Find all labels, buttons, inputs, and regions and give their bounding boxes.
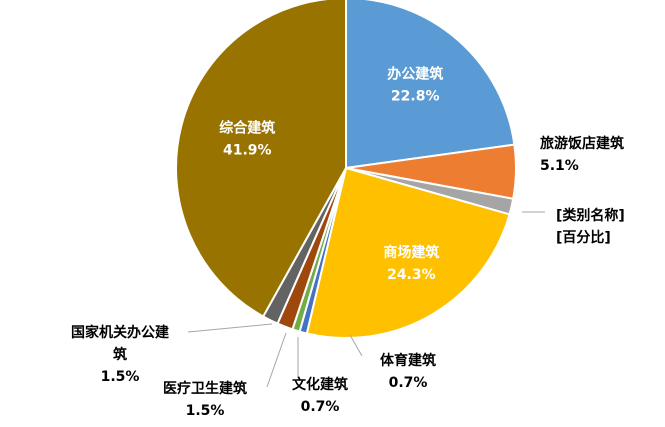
slice-label-3: 商场建筑 24.3% [383,244,439,283]
slice-percent-8: 41.9% [223,142,272,158]
slice-name-6: 医疗卫生建筑 [163,380,247,397]
slice-name-2: [类别名称] [556,207,625,224]
slice-label-5: 文化建筑 0.7% [292,337,348,415]
leader-line-4 [349,334,363,357]
slice-percent-0: 22.8% [391,89,440,105]
slice-percent-6: 1.5% [186,403,225,419]
pie-slice-0 [345,0,516,170]
slice-percent-7: 1.5% [101,369,140,385]
slice-label-8: 综合建筑 41.9% [219,119,275,158]
slice-name-7: 国家机关办公建 [71,324,169,341]
slice-name-3: 商场建筑 [383,244,439,261]
slice-label-6: 医疗卫生建筑 1.5% [163,332,287,419]
slice-name-0: 办公建筑 [387,66,443,83]
pie-slice-3 [305,166,511,339]
slice-label-0: 办公建筑 22.8% [387,66,443,105]
pie-slice-8 [175,0,347,318]
slice-name-1: 旅游饭店建筑 [540,135,624,152]
slice-label-1: 旅游饭店建筑 5.1% [540,135,624,174]
slice-percent-1: 5.1% [540,158,579,174]
slice-name-8: 综合建筑 [219,119,275,136]
slice-percent-4: 0.7% [389,375,428,391]
slice-label-4: 体育建筑 0.7% [349,334,436,391]
slice-percent-3: 24.3% [387,267,436,283]
slice-name-5: 文化建筑 [292,376,348,393]
slice-name-7: 筑 [113,346,127,363]
slice-label-2: [类别名称] [百分比] [522,207,625,246]
slice-percent-2: [百分比] [556,229,611,246]
slice-percent-5: 0.7% [301,399,340,415]
leader-line-6 [266,332,287,388]
slice-name-4: 体育建筑 [380,352,436,369]
leader-line-7 [187,323,273,333]
